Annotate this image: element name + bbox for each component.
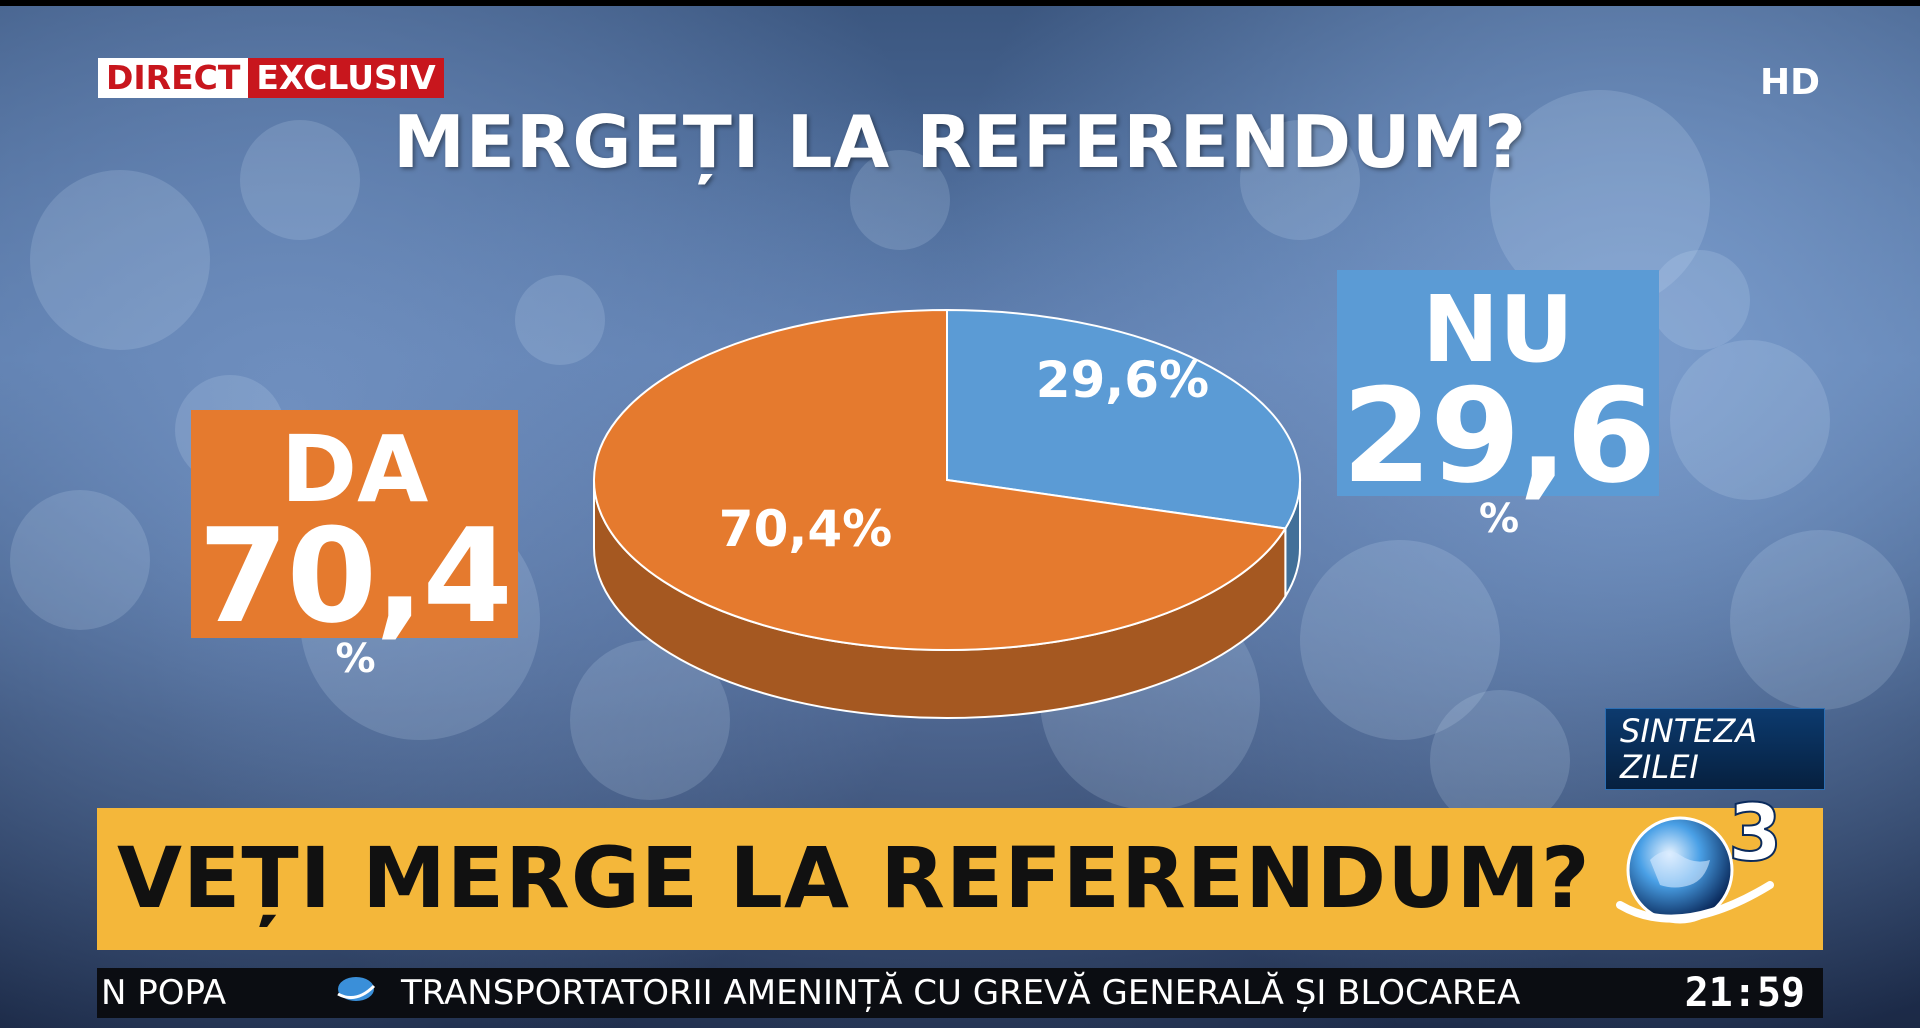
clock: 21:59 [1684, 970, 1805, 1016]
bokeh-spot [850, 150, 950, 250]
pie-label-da: 70,4% [719, 500, 892, 558]
nu-result-box: NU 29,6% [1337, 270, 1659, 542]
program-line-1: SINTEZA [1620, 712, 1758, 750]
bokeh-spot [1430, 690, 1570, 830]
chart-title: MERGEȚI LA REFERENDUM? [393, 100, 1527, 184]
headline: VEȚI MERGE LA REFERENDUM? [117, 829, 1591, 927]
bokeh-spot [515, 275, 605, 365]
da-value: 70,4 [198, 500, 513, 652]
lower-third: VEȚI MERGE LA REFERENDUM? [97, 808, 1823, 950]
program-line-2: ZILEI [1620, 748, 1699, 786]
channel-logo-icon: 3 [1616, 790, 1783, 924]
live-tag: DIRECT EXCLUSIV [98, 58, 444, 98]
hd-badge: HD [1760, 62, 1821, 103]
pie-label-nu: 29,6% [1036, 351, 1209, 409]
da-result-box: DA 70,4% [191, 410, 518, 682]
nu-value: 29,6 [1341, 360, 1657, 512]
program-badge: SINTEZA ZILEI [1605, 708, 1825, 790]
top-bar [0, 0, 1920, 6]
bokeh-spot [10, 490, 150, 630]
svg-text:3: 3 [1728, 790, 1782, 879]
pie-slice-nu [946, 308, 1301, 530]
bokeh-spot [1730, 530, 1910, 710]
da-percent-sign: % [335, 636, 376, 682]
ticker-text: TRANSPORTATORII AMENINȚĂ CU GREVĂ GENERA… [401, 973, 1521, 1013]
bokeh-spot [1240, 120, 1360, 240]
news-ticker: N POPA TRANSPORTATORII AMENINȚĂ CU GREVĂ… [97, 968, 1823, 1018]
pie-slice-da [593, 308, 1288, 651]
ticker-prev-text: N POPA [101, 973, 227, 1013]
bokeh-spot [240, 120, 360, 240]
ticker-logo-icon [311, 973, 401, 1013]
exclusiv-label: EXCLUSIV [248, 58, 444, 98]
bokeh-spot [1670, 340, 1830, 500]
bokeh-spot [1300, 540, 1500, 740]
nu-percent-sign: % [1478, 496, 1520, 542]
bokeh-spot [30, 170, 210, 350]
direct-label: DIRECT [98, 58, 249, 98]
nu-label: NU [1422, 276, 1574, 383]
bokeh-spot [1650, 250, 1750, 350]
da-label: DA [280, 416, 429, 523]
